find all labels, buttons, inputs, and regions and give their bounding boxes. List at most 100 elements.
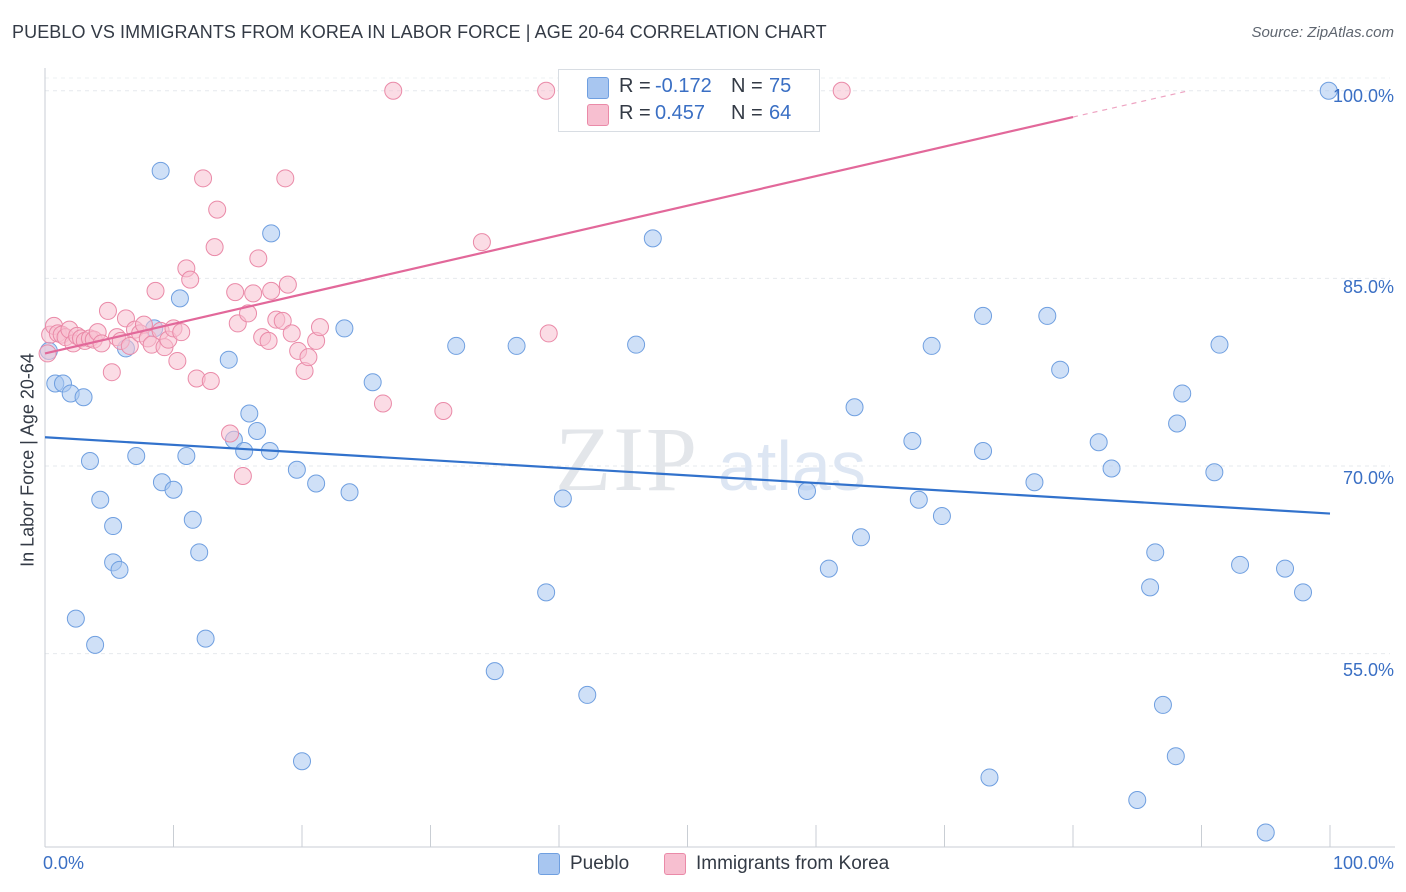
pueblo-point [1153,695,1172,714]
pueblo-point [110,560,129,579]
pueblo-point [851,528,870,547]
pueblo-point [553,489,572,508]
pueblo-point [1038,306,1057,325]
pueblo-point [170,289,189,308]
korea-point [832,81,851,100]
pueblo-point [1051,360,1070,379]
legend-label: Pueblo [570,853,630,874]
pueblo-point [127,447,146,466]
pueblo-point [196,629,215,648]
korea-point [181,270,200,289]
korea-point [98,301,117,320]
legend-swatch [538,853,560,875]
watermark-atlas: atlas [718,427,866,505]
y-axis-label: In Labor Force | Age 20-64 [17,353,38,567]
r-label: R = [619,75,651,97]
pueblo-point [903,431,922,450]
pueblo-point [1276,559,1295,578]
korea-point [282,324,301,343]
pueblo-point [1294,583,1313,602]
korea-point [146,281,165,300]
n-label: N = [731,102,763,124]
chart-title: PUEBLO VS IMMIGRANTS FROM KOREA IN LABOR… [12,22,827,42]
pueblo-point [177,447,196,466]
x-tick-label: 100.0% [1332,853,1394,873]
korea-point [273,311,292,330]
pueblo-point [262,224,281,243]
pueblo-point [240,404,259,423]
stats-row-pueblo: R = -0.172 N = 75 [559,73,819,101]
source-label: Source: ZipAtlas.com [1251,24,1394,41]
pueblo-point [1319,81,1338,100]
pueblo-point [932,507,951,526]
pueblo-point [307,474,326,493]
pueblo-point [909,490,928,509]
pueblo-point [287,460,306,479]
korea-point [194,169,213,188]
korea-trend-extension [1072,90,1189,118]
korea-point [434,401,453,420]
r-value: -0.172 [655,75,712,97]
korea-point [539,324,558,343]
pueblo-point [335,319,354,338]
stats-row-korea: R = 0.457 N = 64 [559,100,819,128]
y-tick-label: 85.0% [1342,277,1394,297]
trend-lines [44,90,1331,515]
korea-point [373,394,392,413]
pueblo-point [974,441,993,460]
pueblo-point [845,398,864,417]
pueblo-point [219,350,238,369]
pueblo-point [340,483,359,502]
pueblo-point [1025,473,1044,492]
pueblo-point [643,229,662,248]
n-label: N = [731,75,763,97]
pueblo-point [235,441,254,460]
pueblo-point [819,559,838,578]
pueblo-point [980,768,999,787]
watermark: ZIP atlas [555,408,866,510]
pueblo-point [66,609,85,628]
korea-point [201,371,220,390]
korea-point [299,348,318,367]
pueblo-point [86,635,105,654]
pueblo-point [1256,823,1275,842]
pueblo-point [91,490,110,509]
korea-point [92,334,111,353]
pueblo-point [1205,463,1224,482]
pueblo-point [578,685,597,704]
y-tick-label: 100.0% [1332,86,1394,106]
pueblo-point [1168,414,1187,433]
n-value: 64 [769,102,792,124]
pueblo-point [164,480,183,499]
y-tick-label: 70.0% [1342,468,1394,488]
series-pueblo [39,81,1338,842]
korea-trend-line [44,115,1074,355]
pueblo-point [447,336,466,355]
legend: Pueblo Immigrants from Korea [0,852,1406,878]
pueblo-swatch [587,77,609,99]
watermark-zip: ZIP [555,408,699,510]
korea-point [172,323,191,342]
korea-point [276,169,295,188]
korea-point [244,284,263,303]
r-label: R = [619,102,651,124]
pueblo-point [80,452,99,471]
pueblo-point [1210,335,1229,354]
korea-point [259,331,278,350]
pueblo-point [1231,555,1250,574]
pueblo-trend-line [44,436,1331,515]
pueblo-point [507,336,526,355]
korea-point [537,81,556,100]
korea-point [384,81,403,100]
axes [44,68,1395,848]
pueblo-point [1089,433,1108,452]
korea-point [310,318,329,337]
pueblo-point [74,388,93,407]
korea-point [168,351,187,370]
pueblo-point [293,752,311,771]
korea-point [205,238,224,257]
korea-point [278,275,297,294]
legend-swatch [664,853,686,875]
pueblo-point [974,306,993,325]
